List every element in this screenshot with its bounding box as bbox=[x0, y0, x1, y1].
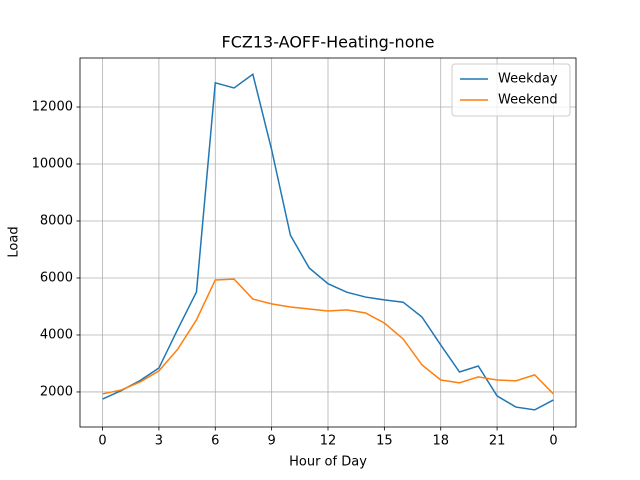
y-tick-label: 2000 bbox=[40, 384, 73, 399]
chart-title: FCZ13-AOFF-Heating-none bbox=[222, 33, 435, 52]
y-tick-label: 10000 bbox=[32, 156, 73, 171]
y-axis-label: Load bbox=[7, 226, 22, 257]
legend-box bbox=[451, 63, 571, 117]
y-tick-label: 4000 bbox=[40, 327, 73, 342]
x-axis-label: Hour of Day bbox=[289, 455, 367, 470]
x-tick-label: 15 bbox=[376, 434, 393, 449]
x-tick-label: 12 bbox=[320, 434, 337, 449]
y-tick-label: 8000 bbox=[40, 213, 73, 228]
x-tick-label: 3 bbox=[155, 434, 163, 449]
line-series bbox=[102, 278, 554, 395]
y-tick-label: 12000 bbox=[32, 100, 73, 115]
legend: Weekday Weekend bbox=[451, 63, 571, 117]
x-tick-label: 0 bbox=[549, 434, 557, 449]
line-series bbox=[102, 72, 554, 411]
x-tick-label: 21 bbox=[489, 434, 506, 449]
x-tick-label: 6 bbox=[211, 434, 219, 449]
plot-frame bbox=[79, 57, 577, 428]
y-tick-label: 6000 bbox=[40, 270, 73, 285]
x-tick-label: 9 bbox=[267, 434, 275, 449]
x-tick-label: 18 bbox=[432, 434, 449, 449]
legend-label: Weekend bbox=[498, 93, 558, 108]
legend-label: Weekday bbox=[498, 72, 558, 87]
x-tick-label: 0 bbox=[98, 434, 106, 449]
